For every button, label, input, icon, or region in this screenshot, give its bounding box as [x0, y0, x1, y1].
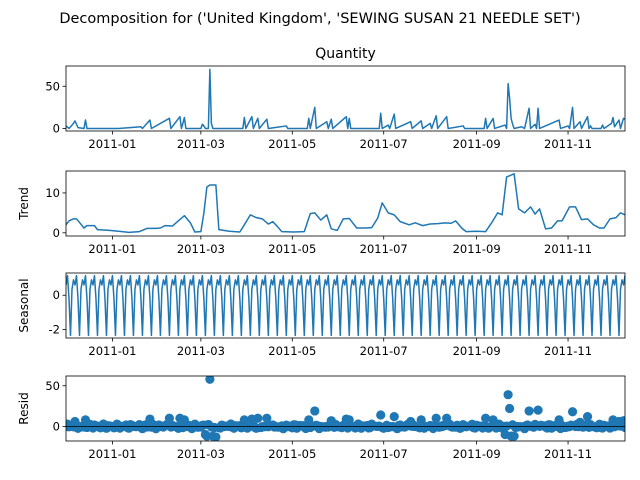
series-line: [66, 274, 625, 337]
x-tick-label: 2011-07: [360, 447, 408, 461]
x-tick-label: 2011-09: [453, 447, 501, 461]
resid-point: [431, 413, 441, 423]
x-tick-label: 2011-07: [360, 242, 408, 256]
axes-frame: [65, 65, 626, 132]
y-axis-label: Trend: [17, 187, 31, 221]
resid-point: [567, 407, 578, 417]
x-tick-label: 2011-03: [177, 344, 225, 358]
plot-area: [66, 173, 625, 234]
series-line: [66, 173, 625, 234]
resid-point: [505, 403, 515, 414]
resid-point: [620, 422, 625, 433]
resid-point: [509, 431, 519, 441]
x-tick-label: 2011-01: [88, 137, 136, 151]
x-tick-label: 2011-11: [544, 447, 592, 461]
y-tick-label: -2: [49, 322, 60, 336]
resid-point: [524, 406, 534, 416]
y-axis-label: Seasonal: [17, 278, 31, 332]
x-tick-label: 2011-03: [177, 137, 225, 151]
x-tick-label: 2011-03: [177, 447, 225, 461]
y-tick-label: 0: [53, 121, 60, 135]
y-tick-label: 0: [53, 419, 60, 433]
resid-point: [503, 390, 513, 400]
panel-3: -2 0 2011-01 2011-03 2011-05 2011-07 2011-09 20…: [17, 272, 626, 358]
x-tick-label: 2011-11: [544, 242, 592, 256]
resid-point: [253, 413, 263, 423]
x-tick-label: 2011-09: [453, 242, 501, 256]
x-tick-label: 2011-09: [453, 344, 501, 358]
axes-frame: [65, 170, 626, 237]
y-axis-label: Resid: [17, 392, 31, 424]
x-tick-label: 2011-03: [177, 242, 225, 256]
y-tick-label: 50: [45, 379, 60, 393]
axes-frame: [65, 375, 626, 442]
resid-point: [164, 413, 175, 423]
axes-frame: [65, 272, 626, 339]
x-tick-label: 2011-05: [268, 447, 316, 461]
resid-point: [262, 413, 272, 423]
panels: 0 50 2011-01 2011-03 2011-05 2011-07 2011-09 20…: [17, 46, 626, 461]
x-tick-label: 2011-09: [453, 137, 501, 151]
plot-area: [66, 376, 625, 441]
resid-point: [481, 413, 491, 423]
x-tick-label: 2011-05: [268, 242, 316, 256]
resid-point: [618, 416, 625, 426]
x-tick-label: 2011-01: [88, 447, 136, 461]
resid-point: [389, 412, 399, 422]
resid-point: [533, 405, 543, 415]
x-tick-label: 2011-05: [268, 344, 316, 358]
panel-2: 0 10 2011-01 2011-03 2011-05 2011-07 2011-09 20…: [17, 170, 626, 256]
x-tick-label: 2011-01: [88, 344, 136, 358]
resid-point: [211, 432, 221, 441]
panel-4: 0 50 2011-01 2011-03 2011-05 2011-07 2011-09 20…: [17, 375, 626, 461]
plot-area: [66, 274, 625, 337]
y-tick-label: 10: [45, 186, 60, 200]
plot-area: [66, 68, 625, 130]
x-tick-label: 2011-05: [268, 137, 316, 151]
x-tick-label: 2011-11: [544, 344, 592, 358]
resid-point: [582, 412, 593, 422]
y-tick-label: 50: [45, 79, 60, 93]
x-tick-label: 2011-07: [360, 137, 408, 151]
panel-1: 0 50 2011-01 2011-03 2011-05 2011-07 2011-09 20…: [45, 46, 626, 151]
resid-point: [310, 406, 320, 416]
x-tick-label: 2011-07: [360, 344, 408, 358]
y-tick-label: 0: [53, 226, 60, 240]
resid-point: [376, 410, 386, 420]
series-line: [66, 68, 625, 130]
y-tick-label: 0: [53, 288, 60, 302]
x-tick-label: 2011-11: [544, 137, 592, 151]
x-tick-label: 2011-01: [88, 242, 136, 256]
panel-title: Quantity: [315, 46, 376, 62]
resid-point: [205, 376, 215, 384]
suptitle: Decomposition for ('United Kingdom', 'SE…: [59, 11, 580, 27]
